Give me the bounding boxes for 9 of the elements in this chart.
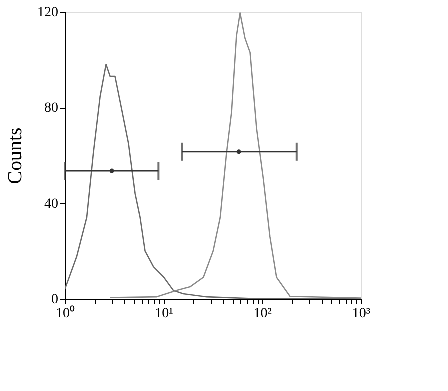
x-tick-label: 10³ <box>352 306 371 322</box>
x-tick-label: 10² <box>254 306 272 322</box>
y-tick-label: 80 <box>44 101 58 116</box>
y-tick-label: 120 <box>38 6 58 20</box>
y-tick-label: 40 <box>44 196 58 212</box>
x-tick-label: 10¹ <box>155 306 174 322</box>
y-tick-label: 0 <box>52 292 58 308</box>
x-tick-label: 10⁰ <box>56 306 75 322</box>
y-axis-title: Counts <box>4 127 26 184</box>
